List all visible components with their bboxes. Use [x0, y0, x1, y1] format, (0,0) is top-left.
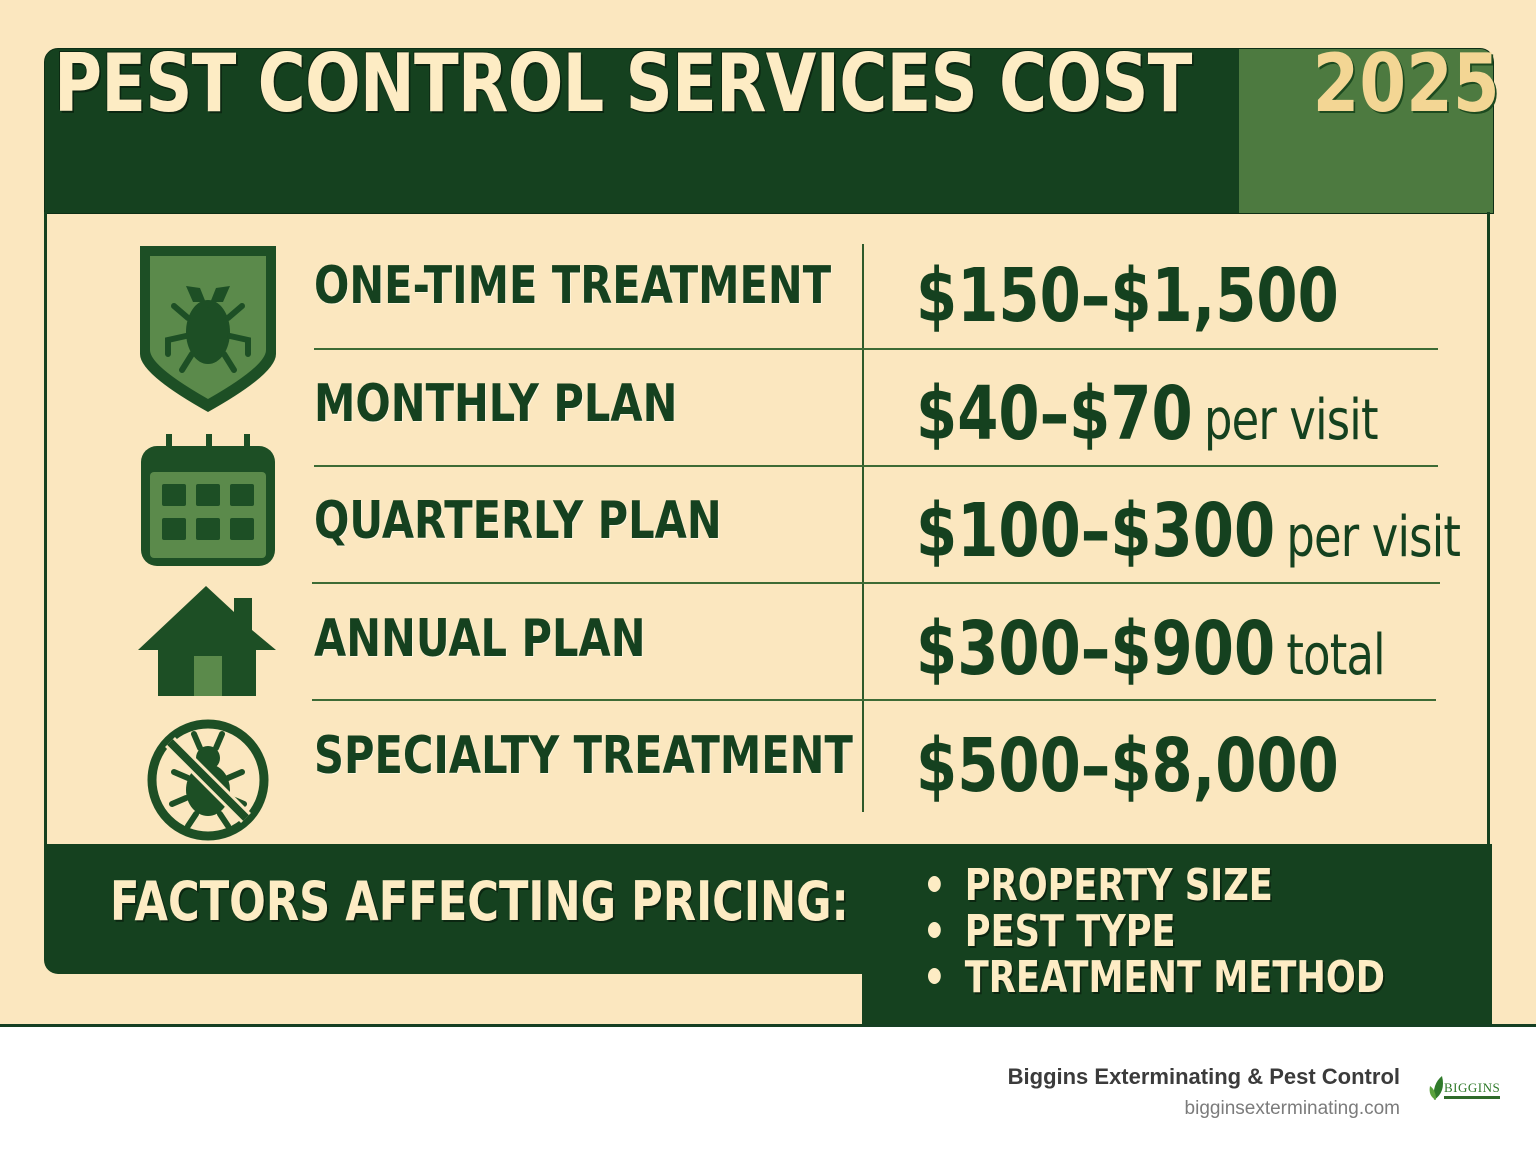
- factor-item: TREATMENT METHOD: [928, 954, 1385, 1002]
- poster-bottom-border: [0, 1024, 1536, 1027]
- leaf-icon: [1429, 1076, 1443, 1100]
- header-year-block: [1239, 49, 1493, 213]
- service-label-specialty: SPECIALTY TREATMENT: [314, 726, 853, 786]
- column-divider: [862, 244, 864, 812]
- row-divider: [314, 348, 1438, 350]
- bullet-icon: [928, 876, 941, 892]
- price-range: $40–$70: [916, 371, 1193, 457]
- factors-list-panel: [862, 844, 1492, 1024]
- price-suffix: per visit: [1203, 388, 1379, 453]
- footer-website-link[interactable]: bigginsexterminating.com: [1184, 1098, 1400, 1119]
- factor-item: PROPERTY SIZE: [928, 862, 1273, 910]
- row-divider: [314, 465, 1438, 467]
- pricing-table: [44, 212, 1490, 844]
- service-label-one-time: ONE-TIME TREATMENT: [314, 256, 832, 316]
- service-label-annual: ANNUAL PLAN: [314, 609, 646, 669]
- logo-text: BIGGINS: [1444, 1080, 1501, 1095]
- row-divider: [312, 582, 1440, 584]
- bullet-icon: [928, 922, 941, 938]
- service-label-monthly: MONTHLY PLAN: [314, 374, 678, 434]
- header-banner: [44, 48, 1494, 214]
- biggins-logo: BIGGINS: [1428, 1074, 1504, 1104]
- price-range: $500–$8,000: [916, 723, 1339, 809]
- factors-panel: [44, 844, 864, 974]
- logo-underline: [1444, 1096, 1500, 1099]
- factor-item: PEST TYPE: [928, 908, 1176, 956]
- house-icon: [138, 586, 276, 696]
- no-bug-icon: [147, 719, 269, 841]
- price-specialty: $500–$8,000: [916, 726, 1339, 806]
- factors-title: FACTORS AFFECTING PRICING:: [110, 870, 849, 933]
- price-quarterly: $100–$300 per visit: [916, 488, 1461, 574]
- price-suffix: total: [1286, 623, 1385, 688]
- price-suffix: per visit: [1286, 505, 1461, 570]
- footer-company-name: Biggins Exterminating & Pest Control: [1007, 1064, 1400, 1089]
- price-monthly: $40–$70 per visit: [916, 371, 1379, 457]
- page-title: PEST CONTROL SERVICES COST: [54, 37, 1192, 130]
- bullet-icon: [928, 968, 941, 984]
- price-range: $100–$300: [916, 488, 1276, 574]
- price-one-time: $150–$1,500: [916, 256, 1339, 336]
- price-annual: $300–$900 total: [916, 606, 1386, 692]
- price-range: $150–$1,500: [916, 253, 1339, 339]
- service-label-quarterly: QUARTERLY PLAN: [314, 491, 722, 551]
- calendar-icon: [141, 434, 275, 566]
- row-divider: [312, 699, 1436, 701]
- header-year: 2025: [1312, 37, 1500, 130]
- price-range: $300–$900: [916, 606, 1276, 692]
- shield-bug-icon: [140, 246, 276, 412]
